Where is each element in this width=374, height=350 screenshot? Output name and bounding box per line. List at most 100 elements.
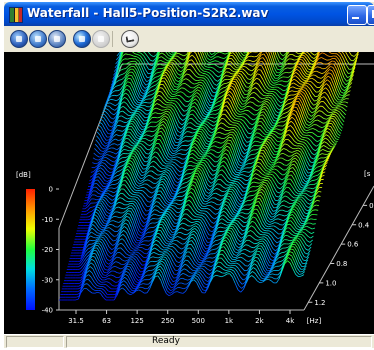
view-3d-icon — [79, 36, 85, 42]
surface-segment — [280, 139, 284, 148]
surface-segment — [268, 162, 272, 166]
surface-segment — [304, 53, 308, 57]
surface-segment — [201, 161, 205, 164]
surface-segment — [176, 182, 181, 187]
surface-segment — [280, 136, 285, 145]
surface-segment — [219, 87, 224, 91]
surface-segment — [242, 82, 247, 88]
surface-segment — [118, 148, 122, 157]
surface-segment — [174, 86, 178, 88]
surface-segment — [241, 71, 246, 76]
surface-segment — [313, 109, 318, 115]
time-scale-button[interactable] — [121, 30, 139, 48]
surface-segment — [272, 132, 276, 136]
surface-segment — [258, 109, 263, 115]
surface-segment — [176, 59, 180, 63]
surface-segment — [270, 165, 274, 168]
surface-segment — [249, 88, 253, 94]
surface-segment — [312, 161, 316, 167]
surface-segment — [121, 169, 125, 177]
surface-segment — [120, 125, 124, 128]
surface-segment — [241, 89, 245, 95]
surface-segment — [254, 87, 259, 90]
surface-segment — [276, 52, 281, 58]
surface-segment — [292, 132, 296, 138]
surface-segment — [266, 140, 270, 144]
surface-segment — [100, 183, 104, 187]
surface-segment — [284, 63, 289, 66]
surface-segment — [148, 158, 152, 165]
surface-segment — [265, 142, 269, 146]
surface-segment — [157, 52, 160, 55]
surface-segment — [308, 65, 312, 68]
surface-segment — [167, 57, 171, 59]
surface-segment — [196, 129, 200, 134]
surface-segment — [231, 82, 235, 85]
surface-segment — [113, 67, 118, 72]
surface-segment — [92, 171, 97, 176]
surface-segment — [215, 121, 220, 130]
surface-segment — [196, 71, 200, 76]
surface-segment — [272, 163, 277, 167]
surface-segment — [256, 52, 261, 57]
surface-segment — [205, 174, 209, 181]
surface-segment — [312, 62, 317, 69]
surface-segment — [125, 157, 130, 163]
surface-segment — [162, 74, 166, 77]
view-3d-button[interactable] — [73, 30, 91, 48]
surface-segment — [129, 151, 133, 156]
surface-segment — [219, 131, 223, 134]
surface-segment — [225, 54, 230, 61]
surface-segment — [255, 56, 260, 61]
settings-button[interactable] — [29, 30, 47, 48]
surface-segment — [316, 144, 320, 147]
surface-segment — [217, 166, 221, 173]
surface-segment — [203, 155, 207, 158]
surface-segment — [324, 121, 329, 127]
surface-segment — [201, 144, 205, 149]
waterfall-plot[interactable]: [dB] 0 -10 -20 -30 -40 31.5 63 125 250 500 1k 2k 4k [H… — [4, 52, 374, 334]
surface-segment — [89, 185, 93, 193]
open-file-button[interactable] — [10, 30, 28, 48]
surface-segment — [223, 145, 228, 150]
surface-segment — [239, 63, 244, 67]
surface-segment — [310, 157, 315, 160]
surface-segment — [190, 137, 194, 142]
surface-segment — [213, 169, 217, 172]
surface-segment — [297, 54, 301, 58]
surface-segment — [201, 155, 205, 158]
surface-segment — [177, 73, 181, 76]
surface-segment — [120, 52, 123, 56]
surface-segment — [349, 78, 354, 83]
surface-segment — [240, 135, 244, 143]
surface-segment — [223, 105, 227, 107]
surface-segment — [193, 134, 198, 139]
minimize-button[interactable] — [347, 5, 367, 25]
surface-segment — [204, 122, 208, 125]
surface-segment — [307, 95, 312, 103]
surface-segment — [170, 84, 175, 90]
surface-segment — [325, 65, 329, 69]
title-bar[interactable]: Waterfall - Hall5-Position-S2R2.wav — [4, 2, 374, 26]
surface-segment — [225, 97, 229, 100]
surface-segment — [204, 110, 208, 114]
surface-segment — [165, 150, 169, 157]
surface-segment — [166, 61, 170, 64]
surface-segment — [323, 83, 327, 87]
surface-segment — [338, 104, 342, 106]
surface-segment — [291, 153, 295, 157]
surface-segment — [149, 146, 153, 151]
export-button[interactable] — [48, 30, 66, 48]
surface-segment — [189, 54, 193, 58]
rotate-button-disabled[interactable] — [92, 30, 110, 48]
surface-segment — [103, 189, 107, 194]
surface-segment — [157, 179, 162, 185]
surface-segment — [318, 110, 322, 112]
surface-segment — [328, 135, 332, 141]
surface-segment — [336, 119, 341, 126]
surface-segment — [278, 161, 282, 164]
maximize-button[interactable] — [367, 5, 374, 25]
surface-segment — [239, 96, 244, 102]
surface-segment — [327, 75, 332, 79]
surface-segment — [249, 139, 254, 147]
